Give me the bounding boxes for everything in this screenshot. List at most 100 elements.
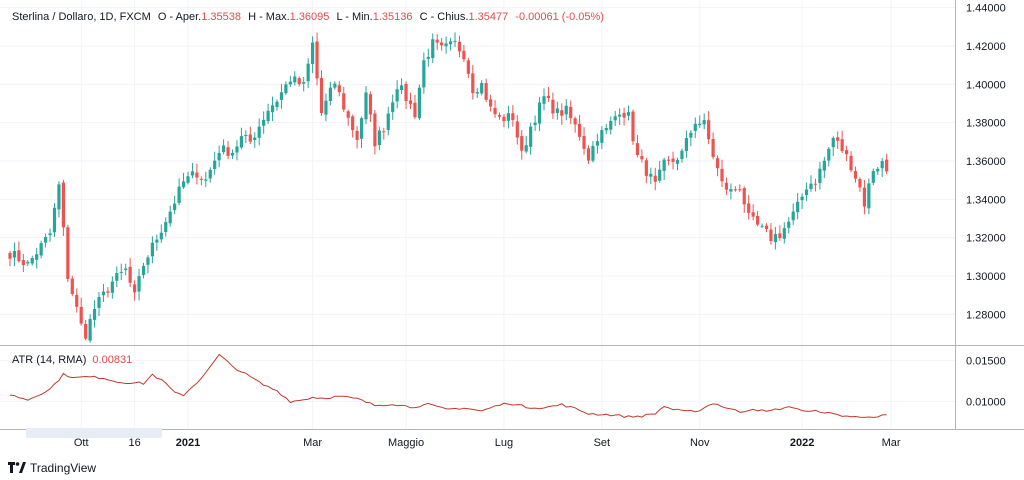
time-tick-label: Set — [594, 437, 611, 449]
candle — [382, 127, 386, 140]
candle-body — [386, 113, 390, 130]
candle-body — [30, 257, 34, 264]
candle — [542, 88, 546, 111]
candle-body — [555, 108, 559, 114]
candle-body — [328, 87, 332, 101]
candle-body — [230, 152, 235, 156]
candle — [44, 233, 48, 248]
candle-body — [537, 102, 542, 124]
price-axis[interactable]: 1.44000 1.42000 1.40000 1.38000 1.36000 1.340… — [966, 3, 1006, 322]
candle — [319, 70, 324, 116]
candle-body — [680, 150, 684, 160]
candle — [564, 99, 568, 121]
candle-body — [564, 105, 568, 115]
atr-value: 0.00831 — [92, 354, 133, 366]
candle — [822, 156, 826, 178]
candle — [440, 37, 444, 51]
candle — [422, 52, 426, 94]
candle — [546, 87, 551, 102]
candle — [57, 181, 61, 218]
candle-body — [79, 306, 83, 324]
candle — [640, 149, 644, 163]
candle-body — [168, 211, 172, 224]
candle — [190, 162, 195, 179]
candle — [529, 122, 533, 155]
candle — [177, 178, 181, 206]
candle-body — [413, 102, 417, 118]
candle-body — [159, 232, 163, 240]
candle — [324, 93, 328, 122]
candle — [871, 168, 875, 186]
candle — [885, 153, 889, 175]
candle — [199, 176, 203, 186]
candle — [684, 130, 688, 158]
candle-body — [391, 102, 395, 113]
candle-body — [213, 160, 217, 170]
candle-body — [658, 169, 662, 181]
candle-body — [867, 183, 871, 209]
candle-body — [92, 308, 97, 320]
candle-body — [609, 120, 613, 130]
candle — [506, 105, 510, 129]
candle-body — [435, 39, 439, 43]
frame-layer — [0, 0, 1024, 430]
candle-body — [769, 229, 773, 242]
candle — [119, 263, 123, 281]
candle — [97, 292, 101, 317]
candle — [279, 84, 284, 109]
candle — [555, 101, 559, 120]
candle — [658, 160, 662, 183]
candle-body — [600, 130, 604, 143]
candle — [760, 223, 764, 229]
price-tick-label: 1.40000 — [966, 79, 1006, 91]
candle-body — [840, 139, 844, 152]
candle — [101, 283, 106, 302]
candle — [813, 178, 818, 192]
candle — [391, 94, 395, 120]
time-axis[interactable]: Ott 16 2021 Mar Maggio Lug Set Nov 2022 Mar — [74, 437, 901, 449]
candle-body — [382, 131, 386, 133]
price-tick-label: 1.38000 — [966, 118, 1006, 130]
atr-label[interactable]: ATR (14, RMA) — [12, 354, 87, 366]
candle-body — [813, 183, 818, 185]
candle-body — [876, 168, 880, 172]
candle-body — [351, 116, 355, 131]
candle-body — [284, 84, 288, 94]
atr-tick-label: 0.01500 — [966, 356, 1006, 368]
candle — [30, 255, 34, 266]
candle — [110, 276, 114, 299]
candle — [92, 300, 97, 328]
symbol-name[interactable]: Sterlina / Dollaro, 1D, FXCM — [12, 11, 151, 23]
candle — [364, 85, 368, 125]
candle — [862, 179, 866, 215]
candle-body — [26, 261, 30, 264]
candle — [311, 36, 315, 73]
candle — [791, 203, 795, 225]
candle-body — [662, 159, 666, 171]
candle-body — [702, 120, 706, 125]
candle — [377, 126, 381, 151]
candle-body — [204, 179, 208, 181]
candle — [12, 242, 17, 267]
candle-body — [796, 201, 800, 213]
high-value: 1.36095 — [289, 11, 330, 23]
candle-body — [346, 111, 350, 118]
candle — [328, 81, 332, 106]
atr-axis[interactable]: 0.01500 0.01000 — [966, 356, 1006, 409]
candle — [262, 111, 266, 134]
candle-body — [101, 291, 106, 296]
candle — [689, 130, 693, 147]
candle — [226, 140, 230, 160]
candle-body — [173, 203, 177, 211]
candle-body — [75, 294, 79, 307]
candle — [480, 80, 484, 96]
candle-body — [21, 260, 25, 265]
candle — [386, 106, 390, 136]
candle — [537, 96, 542, 132]
candle-body — [858, 179, 862, 188]
tradingview-logo[interactable]: TradingView — [8, 461, 96, 475]
candle-body — [417, 87, 421, 119]
candle — [573, 116, 577, 133]
candle-body — [551, 99, 555, 114]
